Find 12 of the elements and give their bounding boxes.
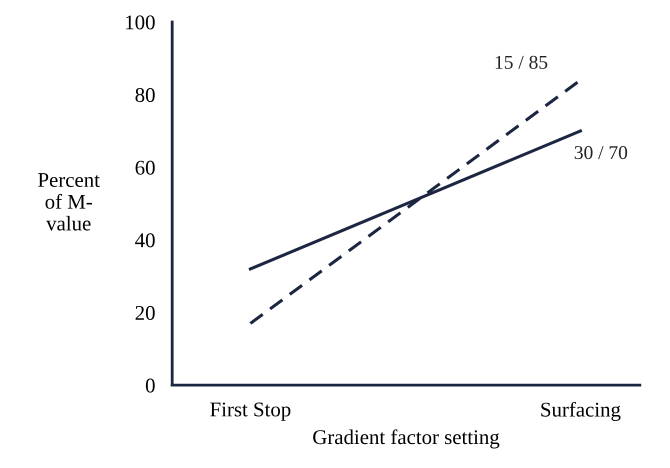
y-tick-label: 80 bbox=[135, 88, 155, 102]
series-label: 15 / 85 bbox=[496, 56, 548, 69]
y-tick-label: 100 bbox=[126, 15, 155, 30]
y-tick-label: 60 bbox=[136, 160, 155, 175]
x-tick-label: Surfacing bbox=[541, 402, 621, 421]
series-label: 30 / 70 bbox=[574, 146, 628, 160]
x-axis-title: Gradient factor setting bbox=[313, 429, 500, 448]
y-tick-label: 0 bbox=[146, 378, 155, 393]
x-tick-label: First Stop bbox=[210, 402, 290, 421]
y-axis-title: Percent of M- value bbox=[38, 173, 100, 231]
y-tick-label: 40 bbox=[135, 233, 155, 248]
y-tick-label: 20 bbox=[136, 306, 155, 320]
